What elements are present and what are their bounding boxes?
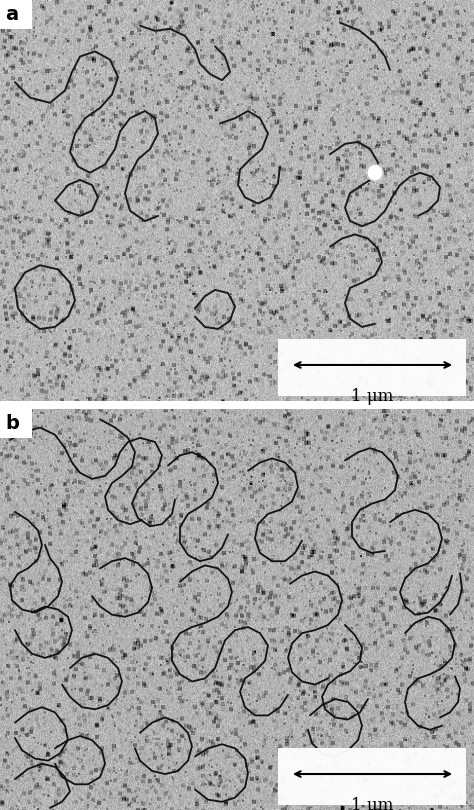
FancyBboxPatch shape bbox=[278, 748, 466, 805]
Text: a: a bbox=[5, 5, 18, 24]
Circle shape bbox=[367, 164, 383, 181]
Text: 1 μm: 1 μm bbox=[351, 388, 394, 404]
FancyBboxPatch shape bbox=[0, 0, 32, 29]
FancyBboxPatch shape bbox=[278, 339, 466, 396]
FancyBboxPatch shape bbox=[0, 409, 32, 438]
Text: b: b bbox=[5, 414, 19, 433]
Text: 1 μm: 1 μm bbox=[351, 797, 394, 810]
